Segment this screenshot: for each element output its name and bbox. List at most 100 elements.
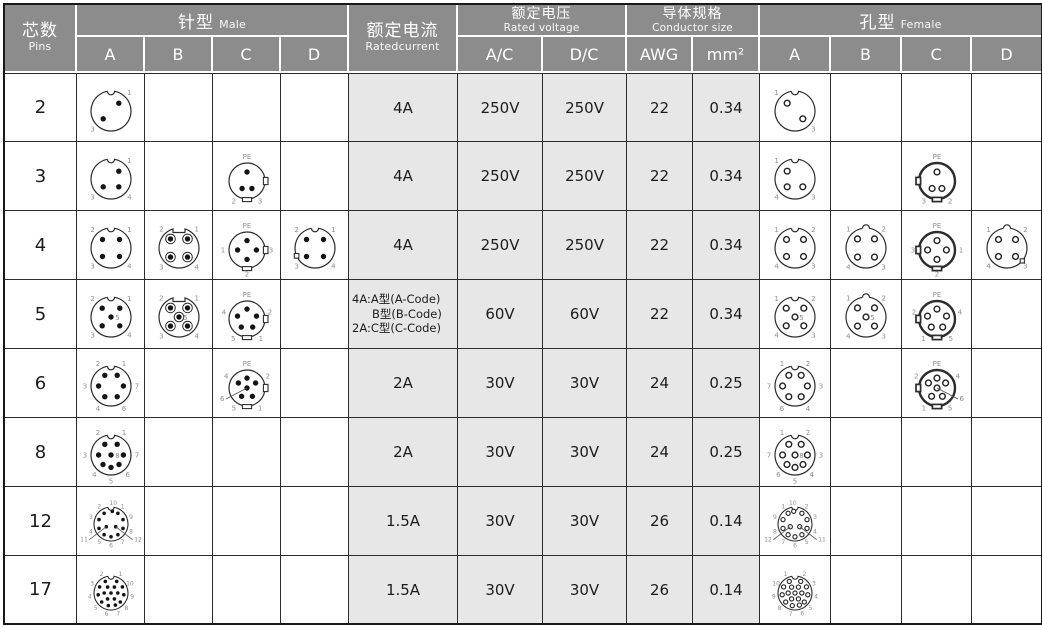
header-male: 针型 Male bbox=[77, 5, 350, 37]
male-a-connector-icon-4pin: 2 1 3 4 bbox=[90, 226, 132, 271]
svg-text:4: 4 bbox=[87, 593, 91, 600]
svg-text:8: 8 bbox=[799, 452, 803, 460]
female-c-connector-icon-6pin: 2 4 1 56 PE bbox=[914, 360, 965, 412]
male-d-cell bbox=[281, 142, 350, 211]
svg-text:3: 3 bbox=[90, 580, 94, 587]
svg-text:7: 7 bbox=[781, 539, 785, 546]
rated-current-value: 1.5A bbox=[349, 487, 459, 556]
awg-value: 22 bbox=[627, 211, 694, 280]
svg-text:3: 3 bbox=[811, 332, 815, 340]
header-voltage-dc: D/C bbox=[543, 37, 628, 73]
male-a-connector-icon-17pin: 2 1 3 10 4 9 5 8 6 7 bbox=[87, 571, 134, 618]
mm2-value: 0.34 bbox=[693, 142, 761, 211]
mm2-value: 0.34 bbox=[693, 73, 761, 142]
female-c-cell bbox=[902, 487, 973, 556]
header-rated-voltage: 额定电压 Rated voltage bbox=[458, 5, 628, 37]
svg-text:10: 10 bbox=[109, 500, 117, 507]
svg-text:4: 4 bbox=[846, 263, 851, 271]
male-b-connector-icon-5pin: 2 1 3 4 5 bbox=[157, 294, 200, 340]
svg-text:5: 5 bbox=[183, 314, 187, 322]
voltage-dc-value: 30V bbox=[543, 556, 628, 623]
header-awg: AWG bbox=[627, 37, 694, 73]
male-b-cell bbox=[145, 142, 213, 211]
svg-text:1: 1 bbox=[194, 294, 198, 302]
female-b-cell bbox=[831, 487, 903, 556]
female-d-cell bbox=[972, 73, 1042, 142]
svg-text:3: 3 bbox=[294, 263, 298, 271]
svg-text:1: 1 bbox=[986, 226, 990, 234]
male-c-cell bbox=[213, 556, 281, 623]
svg-text:1: 1 bbox=[121, 429, 125, 437]
male-d-cell bbox=[281, 280, 350, 349]
male-b-cell: 2 1 3 4 bbox=[145, 211, 213, 280]
male-b-cell bbox=[145, 73, 213, 142]
header-female: 孔型 Female bbox=[760, 5, 1042, 37]
svg-text:5: 5 bbox=[793, 477, 797, 485]
header-pins-zh: 芯数 bbox=[22, 20, 58, 41]
svg-text:4: 4 bbox=[127, 263, 132, 271]
header-conductor-size-zh: 导体规格 bbox=[662, 5, 723, 22]
svg-text:2: 2 bbox=[805, 503, 809, 510]
female-b-cell: 1 2 4 3 5 bbox=[831, 280, 903, 349]
svg-text:4: 4 bbox=[88, 529, 92, 536]
svg-text:4: 4 bbox=[194, 332, 199, 340]
table-row: 4 2 1 3 4 2 1 3 4 1 3 2 PE 2 1 3 4 4A 250V 250V 22 0.34 1 2 4 3 1 2… bbox=[5, 211, 1042, 280]
awg-value: 22 bbox=[627, 280, 694, 349]
svg-text:1: 1 bbox=[774, 295, 778, 303]
svg-text:2: 2 bbox=[265, 372, 269, 380]
awg-value: 24 bbox=[627, 418, 694, 487]
male-b-connector-icon-4pin: 2 1 3 4 bbox=[157, 225, 200, 271]
svg-text:2: 2 bbox=[97, 503, 101, 510]
voltage-dc-value: 60V bbox=[543, 280, 628, 349]
svg-text:1: 1 bbox=[127, 157, 131, 165]
male-c-cell bbox=[213, 487, 281, 556]
svg-text:1: 1 bbox=[127, 226, 131, 234]
female-a-cell: 10 1 2 9 3 8 4 7 5 6 12 11 bbox=[760, 487, 832, 556]
header-pins: 芯数 Pins bbox=[5, 5, 77, 73]
svg-text:6: 6 bbox=[793, 543, 797, 550]
female-b-connector-icon-5pin: 1 2 4 3 5 bbox=[845, 293, 887, 340]
female-b-cell bbox=[831, 349, 903, 418]
header-voltage-ac: A/C bbox=[458, 37, 544, 73]
svg-text:3: 3 bbox=[82, 382, 86, 390]
svg-text:7: 7 bbox=[767, 382, 771, 390]
pins-count: 6 bbox=[5, 349, 77, 418]
header-female-c: C bbox=[902, 37, 973, 73]
male-a-cell: 1 3 4 bbox=[77, 142, 145, 211]
female-c-cell: 2 4 1 5 PE bbox=[902, 280, 973, 349]
svg-text:3: 3 bbox=[921, 197, 925, 205]
male-c-connector-icon-3pin: 2 3 PE bbox=[227, 153, 269, 205]
svg-text:7: 7 bbox=[116, 610, 120, 617]
svg-text:3: 3 bbox=[882, 332, 886, 340]
svg-text:3: 3 bbox=[90, 332, 94, 340]
svg-text:10: 10 bbox=[772, 580, 780, 587]
female-d-cell bbox=[972, 418, 1042, 487]
svg-text:3: 3 bbox=[819, 451, 823, 459]
svg-text:1: 1 bbox=[220, 246, 224, 254]
female-d-cell bbox=[972, 487, 1042, 556]
svg-text:4: 4 bbox=[92, 471, 97, 479]
svg-text:2: 2 bbox=[95, 360, 99, 368]
svg-text:9: 9 bbox=[130, 593, 134, 600]
header-male-c: C bbox=[213, 37, 281, 73]
header-conductor-size: 导体规格 Conductor size bbox=[627, 5, 761, 37]
male-c-cell: 4 2 5 1 6 PE bbox=[213, 349, 281, 418]
header-rated-current-zh: 额定电流 bbox=[366, 20, 439, 41]
pins-count: 12 bbox=[5, 487, 77, 556]
header-female-d: D bbox=[972, 37, 1042, 73]
female-c-cell: 3 1 2 PE bbox=[902, 211, 973, 280]
male-c-connector-icon-6pin: 4 2 5 1 6 PE bbox=[220, 360, 270, 412]
female-c-connector-icon-5pin: 2 4 1 5 PE bbox=[911, 291, 962, 343]
svg-text:4: 4 bbox=[194, 263, 199, 271]
male-c-cell: 4 2 5 1 PE bbox=[213, 280, 281, 349]
male-a-cell: 2 1 3 4 5 bbox=[77, 280, 145, 349]
svg-text:5: 5 bbox=[799, 314, 803, 322]
svg-text:6: 6 bbox=[800, 610, 804, 617]
header-rated-current: 额定电流 Ratedcurrent bbox=[349, 5, 459, 73]
voltage-dc-value: 250V bbox=[543, 142, 628, 211]
female-a-connector-icon-17pin: 1 2 10 3 9 4 8 5 7 6 bbox=[772, 571, 818, 618]
svg-text:4: 4 bbox=[846, 332, 851, 340]
svg-text:6: 6 bbox=[780, 405, 785, 413]
